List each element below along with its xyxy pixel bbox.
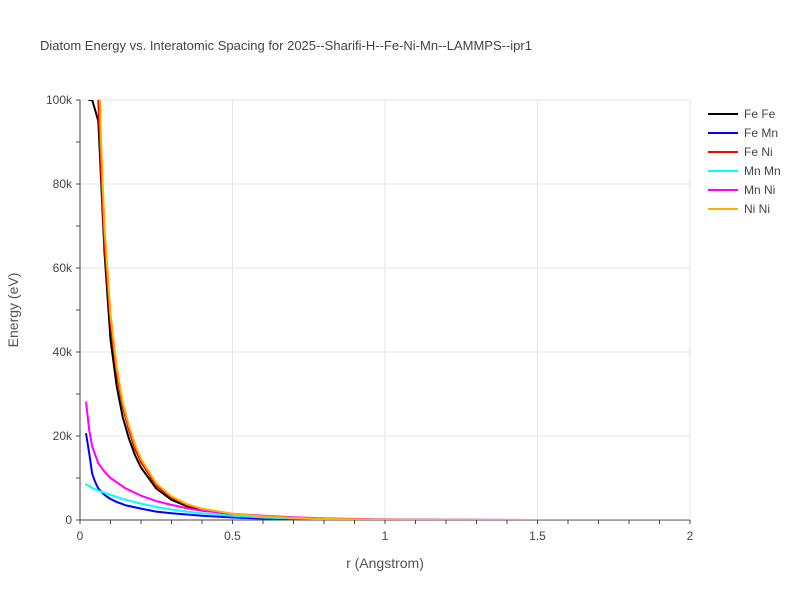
x-tick-label: 1.5: [529, 529, 546, 543]
series-group: [85, 100, 690, 520]
legend-label: Ni Ni: [744, 202, 770, 216]
y-tick-label: 100k: [46, 93, 73, 107]
legend: Fe Fe Fe Mn Fe Ni Mn Mn Mn Ni Ni Ni: [708, 107, 781, 216]
legend-label: Fe Mn: [744, 126, 778, 140]
legend-label: Fe Fe: [744, 107, 776, 121]
series-line-fe-fe: [88, 100, 690, 520]
series-line-fe-mn: [85, 432, 690, 520]
axes: [76, 99, 691, 524]
x-tick-label: 0: [77, 529, 84, 543]
legend-label: Mn Mn: [744, 164, 781, 178]
grid: [80, 99, 691, 520]
series-line-ni-ni: [98, 100, 690, 520]
x-axis-title: r (Angstrom): [346, 555, 424, 571]
y-axis-title: Energy (eV): [5, 273, 21, 348]
legend-label: Fe Ni: [744, 145, 773, 159]
y-tick-label: 0: [65, 513, 72, 527]
chart-title: Diatom Energy vs. Interatomic Spacing fo…: [40, 38, 532, 53]
y-tick-label: 40k: [53, 345, 73, 359]
y-tick-label: 60k: [53, 261, 73, 275]
x-tick-label: 1: [382, 529, 389, 543]
y-tick-labels: 0 20k 40k 60k 80k 100k: [46, 93, 73, 527]
x-tick-label: 0.5: [224, 529, 241, 543]
y-tick-label: 80k: [53, 177, 73, 191]
x-tick-label: 2: [687, 529, 694, 543]
y-tick-label: 20k: [53, 429, 73, 443]
x-tick-labels: 0 0.5 1 1.5 2: [77, 529, 694, 543]
series-line-fe-ni: [97, 100, 690, 520]
legend-label: Mn Ni: [744, 183, 775, 197]
